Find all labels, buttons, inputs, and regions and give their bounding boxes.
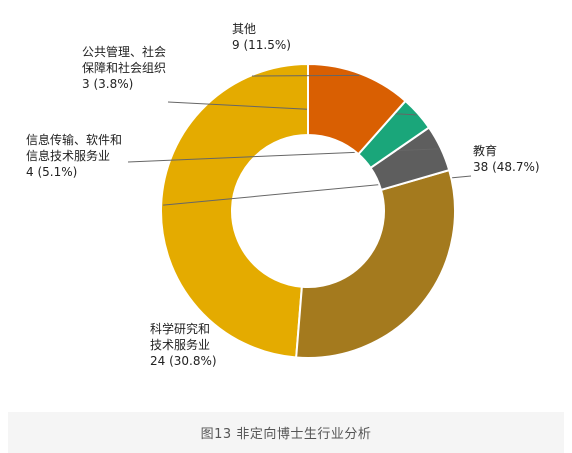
slice-category-label: 公共管理、社会 bbox=[82, 44, 166, 59]
slice-label-4: 其他 9 (11.5%) bbox=[232, 22, 291, 52]
slice-value-label: 4 (5.1%) bbox=[26, 165, 77, 179]
slice-value-label: 38 (48.7%) bbox=[473, 160, 540, 174]
slice-1 bbox=[295, 168, 456, 359]
slice-value-label: 3 (3.8%) bbox=[82, 77, 133, 91]
slice-category-label: 教育 bbox=[473, 143, 497, 158]
slice-value-label: 9 (11.5%) bbox=[232, 38, 291, 52]
slice-category-label: 其他 bbox=[232, 22, 256, 36]
slice-category-label: 科学研究和 bbox=[150, 321, 210, 336]
slice-category-label: 技术服务业 bbox=[150, 337, 210, 352]
chart-panel: 教育 38 (48.7%) 科学研究和 技术服务业 24 (30.8%) 信息传输、软件和… bbox=[8, 0, 564, 412]
slice-category-label: 保障和社会组织 bbox=[82, 60, 166, 75]
figure-caption: 图13 非定向博士生行业分析 bbox=[200, 427, 372, 442]
slice-value-label: 24 (30.8%) bbox=[150, 354, 217, 368]
caption-bar: 图13 非定向博士生行业分析 bbox=[8, 412, 564, 453]
slice-0 bbox=[160, 62, 309, 359]
slice-label-0: 教育 38 (48.7%) bbox=[473, 143, 540, 174]
leader-line-4 bbox=[251, 74, 360, 77]
slice-category-label: 信息技术服务业 bbox=[26, 148, 110, 163]
slice-category-label: 信息传输、软件和 bbox=[26, 132, 122, 147]
slice-4 bbox=[307, 62, 407, 156]
